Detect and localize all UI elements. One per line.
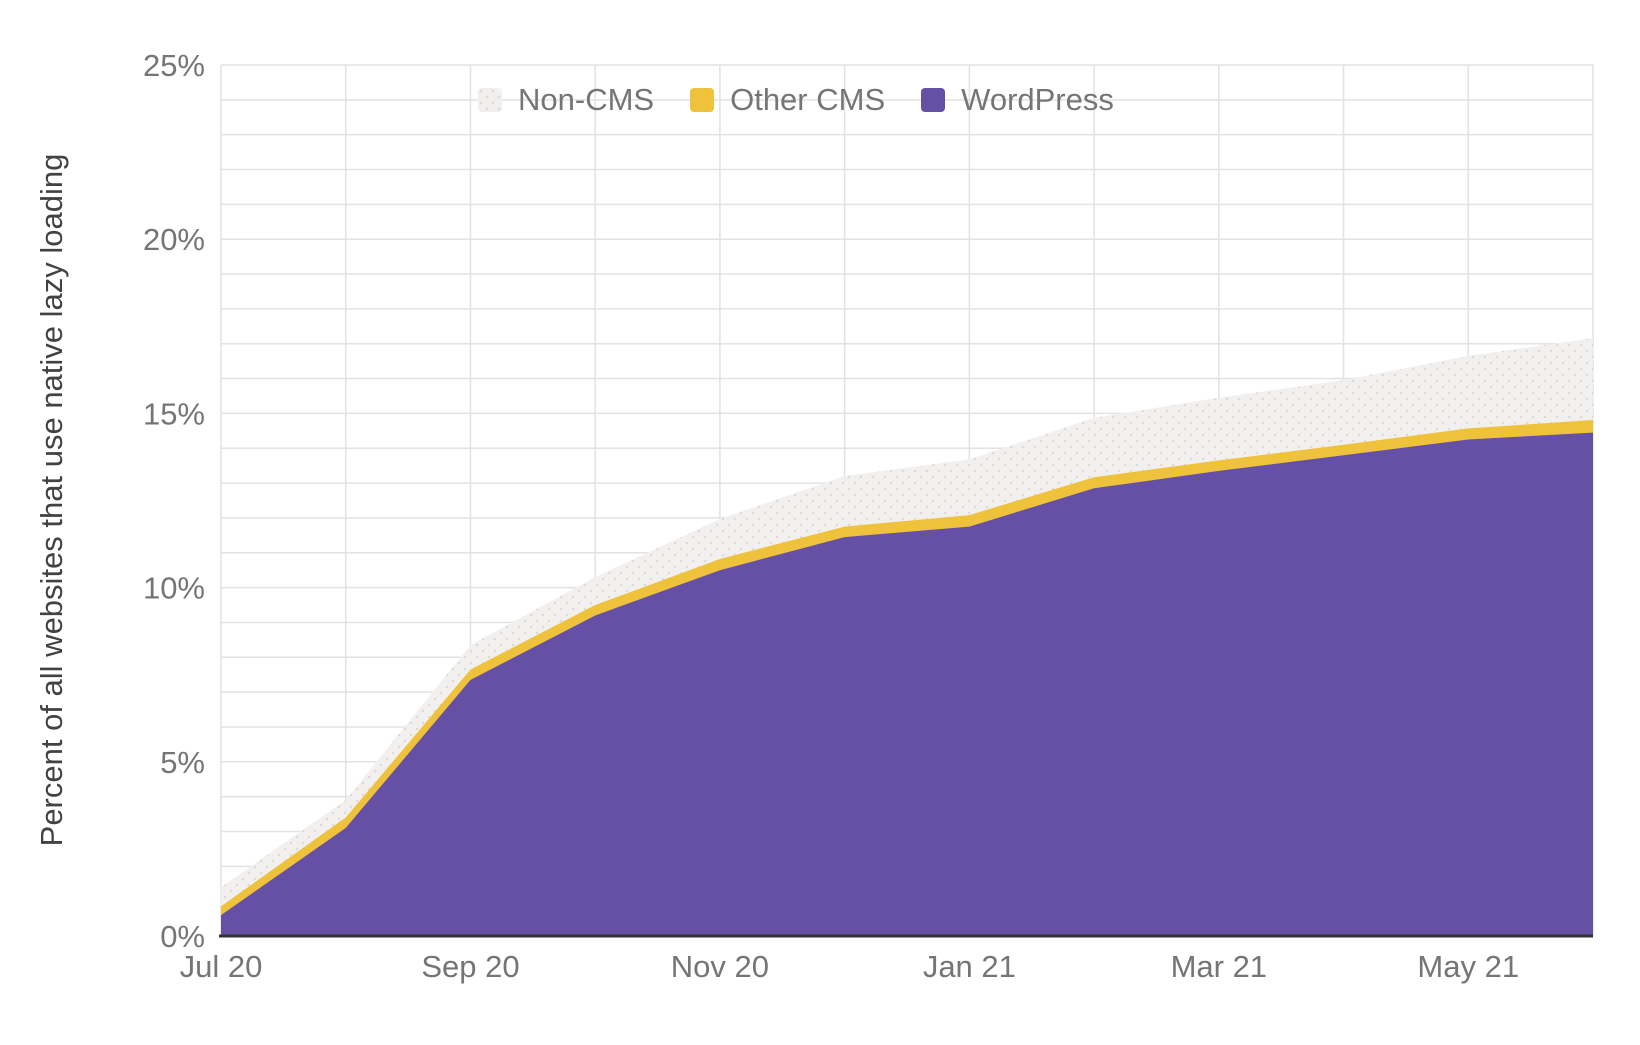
x-tick-label: May 21 [1417,949,1519,984]
x-tick-label: Mar 21 [1171,949,1267,984]
x-tick-label: Jul 20 [180,949,263,984]
area-wordpress [221,432,1593,936]
y-axis-title: Percent of all websites that use native … [34,154,69,847]
y-tick-label: 20% [143,222,205,257]
y-tick-label: 25% [143,48,205,83]
y-tick-label: 0% [160,919,205,954]
x-tick-label: Jan 21 [923,949,1016,984]
y-tick-label: 10% [143,571,205,606]
x-tick-label: Nov 20 [671,949,769,984]
x-tick-label: Sep 20 [421,949,519,984]
y-tick-label: 15% [143,396,205,431]
y-tick-label: 5% [160,745,205,780]
